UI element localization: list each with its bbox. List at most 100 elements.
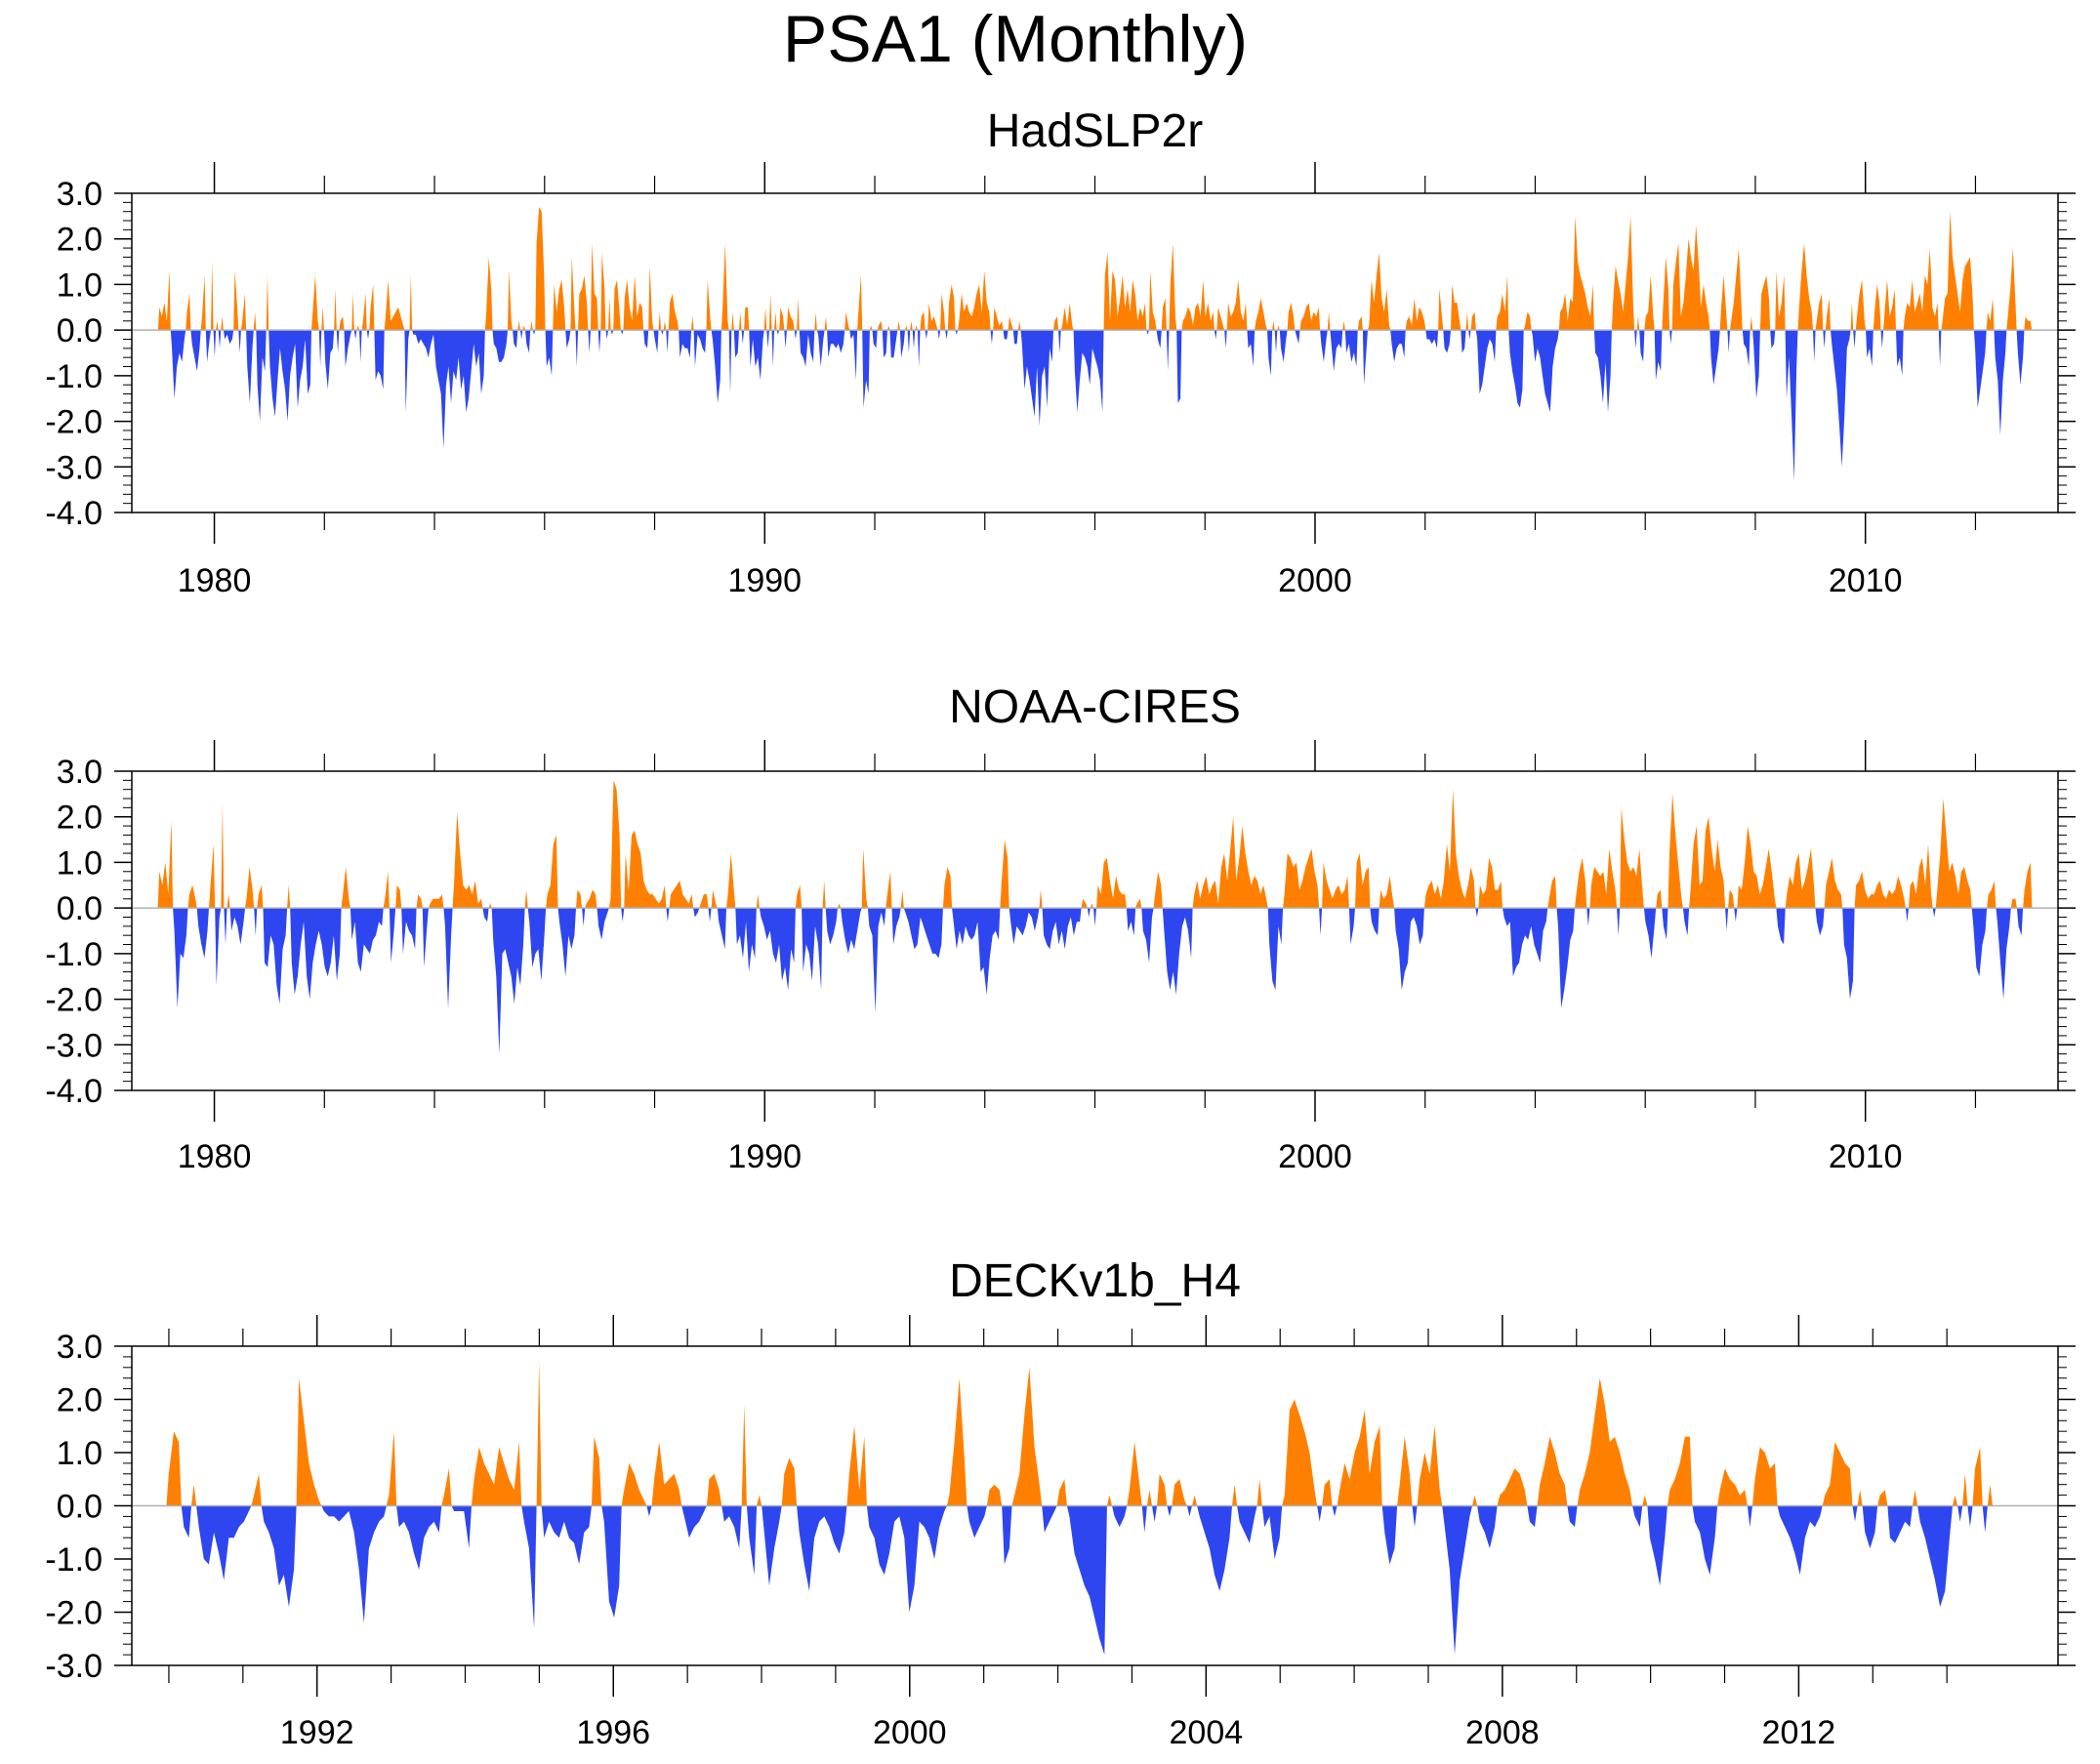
- positive-area: [663, 320, 667, 331]
- negative-area: [401, 908, 417, 954]
- negative-area: [746, 1505, 758, 1576]
- negative-area: [917, 330, 921, 367]
- positive-area: [624, 830, 667, 909]
- negative-area: [1770, 330, 1776, 349]
- negative-area: [1776, 908, 1786, 945]
- negative-area: [990, 330, 994, 345]
- positive-area: [900, 889, 904, 909]
- negative-area: [223, 330, 234, 345]
- positive-area: [1656, 889, 1663, 909]
- negative-area: [1214, 330, 1217, 340]
- positive-area: [1987, 1484, 1993, 1506]
- negative-area: [1237, 1505, 1257, 1543]
- y-tick-label: -1.0: [45, 358, 103, 395]
- negative-area: [952, 908, 1001, 995]
- negative-area: [1957, 1505, 1963, 1522]
- positive-area: [1644, 275, 1655, 331]
- positive-area: [166, 1431, 182, 1506]
- negative-area: [565, 330, 571, 349]
- positive-area: [1642, 1495, 1648, 1506]
- y-tick-label: 3.0: [57, 1329, 103, 1366]
- positive-area: [947, 284, 956, 331]
- negative-area: [802, 908, 823, 991]
- positive-area: [1103, 252, 1147, 331]
- negative-area: [708, 908, 712, 923]
- positive-area: [822, 881, 826, 909]
- negative-area: [1531, 330, 1559, 413]
- x-tick-label: 2000: [1278, 562, 1352, 599]
- negative-area: [389, 908, 396, 964]
- positive-area: [786, 307, 795, 331]
- negative-area: [1126, 908, 1136, 936]
- positive-area: [1283, 848, 1320, 909]
- negative-area: [759, 908, 796, 991]
- positive-area: [857, 275, 863, 331]
- positive-area: [157, 270, 171, 331]
- positive-area: [1157, 1473, 1168, 1506]
- negative-area: [1475, 908, 1479, 918]
- positive-area: [1342, 320, 1345, 331]
- positive-area: [795, 884, 803, 909]
- negative-area: [1112, 1505, 1128, 1528]
- positive-area: [1472, 1495, 1478, 1506]
- positive-area: [536, 1362, 542, 1506]
- negative-area: [1320, 330, 1328, 362]
- negative-area: [491, 908, 525, 1054]
- negative-area: [374, 330, 385, 390]
- negative-area: [784, 330, 787, 349]
- negative-area: [867, 908, 886, 1013]
- positive-area: [209, 843, 216, 909]
- negative-area: [170, 330, 186, 399]
- negative-area: [862, 330, 870, 408]
- negative-area: [1012, 330, 1018, 345]
- positive-area: [1357, 316, 1363, 331]
- positive-area: [699, 894, 709, 909]
- negative-area: [525, 330, 531, 353]
- positive-area: [1537, 1436, 1568, 1506]
- negative-area: [1527, 1505, 1538, 1528]
- panel-3: DECKv1b_H4 3.0 2.0 1.0 0.0 -1.0 -2.0 -3.0 1992 19…: [45, 1255, 2076, 1751]
- x-tick-label: 2008: [1465, 1714, 1540, 1751]
- negative-area: [1938, 330, 1942, 367]
- positive-area: [1256, 1479, 1262, 1506]
- y-tick-label: 0.0: [57, 1489, 103, 1526]
- negative-area: [1443, 330, 1451, 353]
- negative-area: [666, 330, 669, 353]
- negative-area: [771, 330, 774, 367]
- panel-title: NOAA-CIRES: [949, 681, 1241, 733]
- positive-area: [535, 207, 546, 331]
- y-tick-label: 0.0: [57, 312, 103, 349]
- positive-area: [1717, 1468, 1748, 1506]
- negative-area: [1994, 330, 2007, 435]
- negative-area: [545, 330, 554, 376]
- positive-area: [1497, 1468, 1528, 1506]
- negative-area: [721, 1505, 742, 1549]
- panel-1: HadSLP2r 3.0 2.0 1.0 0.0 -1.0 -2.0 -3.0 -4.0 1980…: [45, 105, 2076, 599]
- negative-area: [359, 330, 362, 362]
- negative-area: [899, 330, 905, 358]
- positive-area: [1169, 243, 1177, 331]
- positive-area: [211, 262, 214, 331]
- positive-area: [321, 307, 324, 331]
- positive-area: [1192, 1495, 1198, 1506]
- positive-area: [488, 903, 492, 909]
- positive-area: [706, 279, 712, 331]
- negative-area: [827, 330, 845, 358]
- positive-area: [553, 279, 566, 331]
- positive-area: [691, 316, 694, 331]
- negative-area: [1442, 1505, 1472, 1656]
- negative-area: [353, 330, 357, 340]
- positive-area: [942, 867, 953, 909]
- positive-area: [1017, 320, 1021, 331]
- positive-area: [731, 311, 734, 331]
- positive-area: [1689, 816, 1726, 909]
- positive-area: [2023, 862, 2033, 909]
- negative-area: [1162, 908, 1193, 995]
- negative-area: [717, 908, 726, 950]
- negative-area: [1093, 908, 1096, 926]
- negative-area: [1186, 1505, 1192, 1517]
- positive-area: [1873, 284, 1881, 331]
- negative-area: [797, 1505, 847, 1591]
- positive-area: [623, 275, 644, 331]
